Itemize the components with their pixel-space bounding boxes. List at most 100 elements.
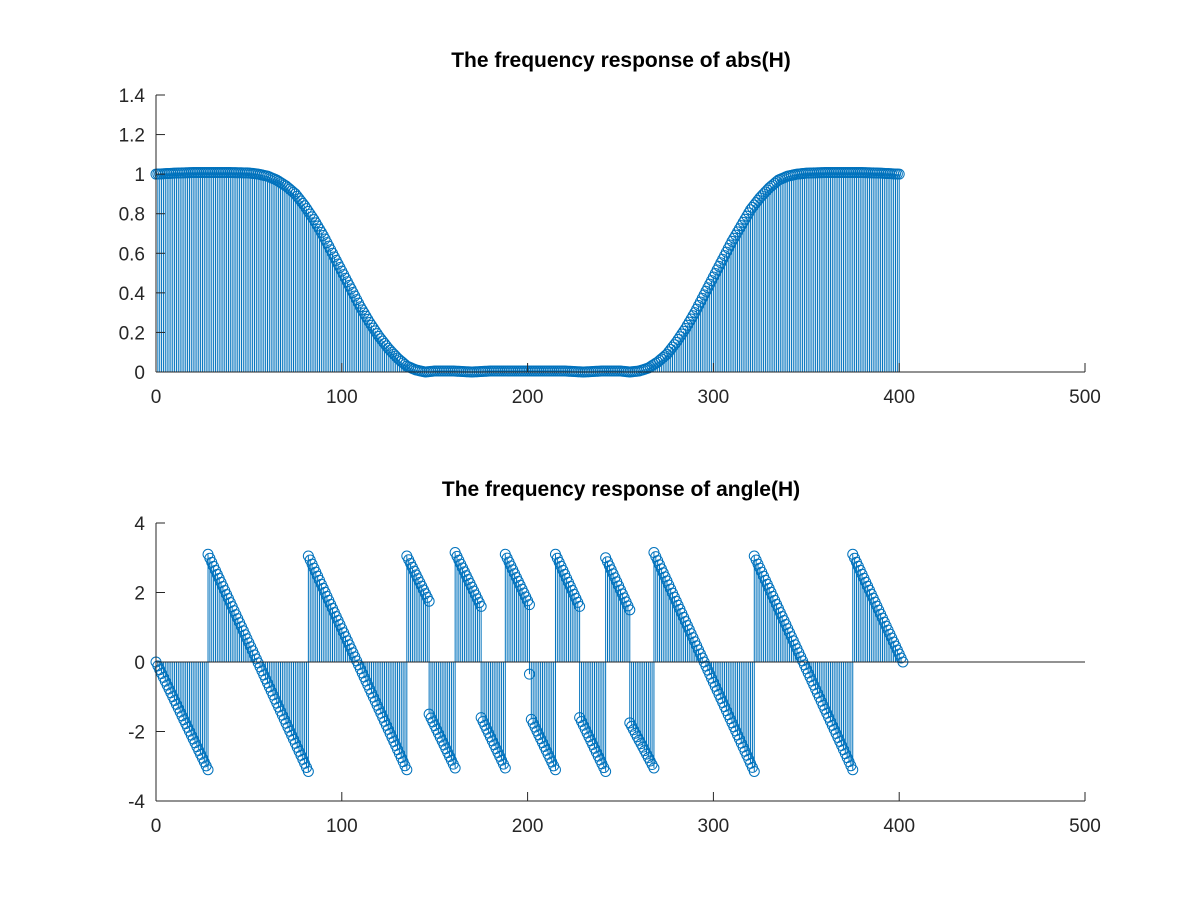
stem-marker xyxy=(670,336,682,348)
y-tick-label: 1 xyxy=(134,165,145,186)
stem-marker xyxy=(302,205,314,217)
stem-marker xyxy=(733,223,745,235)
stem-marker xyxy=(683,316,695,328)
phase-axes: 0 100 200 300 400 500 -4 -2 0 2 4 xyxy=(128,514,1101,837)
stem-marker xyxy=(847,764,859,776)
stem-marker xyxy=(300,203,312,215)
stem-marker xyxy=(741,210,753,222)
stem-marker xyxy=(657,351,669,363)
stem-marker xyxy=(367,322,379,334)
stem-marker xyxy=(523,668,535,680)
stem-marker xyxy=(314,223,326,235)
stem-marker xyxy=(499,762,511,774)
y-tick-label: 0.6 xyxy=(119,244,145,265)
stem-marker xyxy=(739,213,751,225)
magnitude-plot: The frequency response of abs(H) 0 100 200… xyxy=(119,49,1101,408)
y-tick-label: 0 xyxy=(134,363,145,384)
stem-marker xyxy=(726,235,738,247)
stem-marker xyxy=(302,765,314,777)
x-tick-label: 300 xyxy=(698,816,730,837)
stem-marker xyxy=(624,604,636,616)
stem-marker xyxy=(312,220,324,232)
stem-marker xyxy=(672,334,684,346)
x-tick-label: 0 xyxy=(151,816,162,837)
stem-marker xyxy=(475,600,487,612)
stem-marker xyxy=(574,600,586,612)
x-tick-label: 100 xyxy=(326,387,358,408)
stem-marker xyxy=(202,764,214,776)
stem-marker xyxy=(364,317,376,329)
y-tick-label: 0.4 xyxy=(119,284,146,305)
x-tick-label: 500 xyxy=(1069,816,1101,837)
stem-marker xyxy=(730,229,742,241)
stem-marker xyxy=(388,348,400,360)
magnitude-stems xyxy=(150,167,905,378)
stem-marker xyxy=(737,216,749,228)
y-tick-label: -4 xyxy=(128,792,145,813)
stem-marker xyxy=(687,310,699,322)
stem-marker xyxy=(362,313,374,325)
y-tick-label: 1.2 xyxy=(119,126,145,147)
stem-marker xyxy=(676,328,688,340)
stem-marker xyxy=(549,764,561,776)
x-tick-label: 400 xyxy=(883,816,915,837)
stem-marker xyxy=(306,211,318,223)
stem-marker xyxy=(386,346,398,358)
stem-marker xyxy=(523,599,535,611)
stem-marker xyxy=(743,207,755,219)
magnitude-plot-title: The frequency response of abs(H) xyxy=(451,49,791,72)
stem-marker xyxy=(423,595,435,607)
stem-marker xyxy=(360,310,372,322)
x-tick-label: 0 xyxy=(151,387,162,408)
stem-marker xyxy=(600,765,612,777)
stem-marker xyxy=(758,188,770,200)
stem-marker xyxy=(287,186,299,198)
stem-marker xyxy=(310,217,322,229)
y-tick-label: 0 xyxy=(134,653,145,674)
stem-marker xyxy=(893,168,905,180)
x-tick-label: 200 xyxy=(512,816,544,837)
y-tick-label: 0.2 xyxy=(119,323,145,344)
phase-plot-title: The frequency response of angle(H) xyxy=(442,478,800,501)
x-tick-label: 300 xyxy=(698,387,730,408)
stem-marker xyxy=(685,313,697,325)
stem-marker xyxy=(728,232,740,244)
y-tick-label: -2 xyxy=(128,723,145,744)
stem-marker xyxy=(278,179,290,191)
stem-marker xyxy=(678,325,690,337)
stem-marker xyxy=(650,357,662,369)
stem-marker xyxy=(299,200,311,212)
stem-marker xyxy=(659,350,671,362)
y-tick-label: 4 xyxy=(134,514,145,535)
stem-marker xyxy=(382,342,394,354)
stem-marker xyxy=(366,319,378,331)
stem-marker xyxy=(449,762,461,774)
stem-marker xyxy=(681,319,693,331)
phase-plot: The frequency response of angle(H) 0 100 2… xyxy=(128,478,1101,837)
stem-marker xyxy=(401,764,413,776)
stem-marker xyxy=(756,190,768,202)
y-tick-label: 0.8 xyxy=(119,205,145,226)
stem-marker xyxy=(384,344,396,356)
stem-marker xyxy=(748,765,760,777)
stem-marker xyxy=(648,762,660,774)
x-tick-label: 100 xyxy=(326,816,358,837)
stem-marker xyxy=(286,185,298,197)
stem-marker xyxy=(308,214,320,226)
stem-marker xyxy=(754,192,766,204)
stem-marker xyxy=(304,208,316,220)
stem-marker xyxy=(369,325,381,337)
stem-marker xyxy=(354,301,366,313)
magnitude-axes: 0 100 200 300 400 500 0 0.2 0.4 0.6 0.8 1 1.2 1.4 xyxy=(119,86,1101,408)
stem-marker xyxy=(358,307,370,319)
y-tick-label: 2 xyxy=(134,584,145,605)
x-tick-label: 200 xyxy=(512,387,544,408)
x-tick-label: 400 xyxy=(883,387,915,408)
stem-marker xyxy=(759,186,771,198)
stem-marker xyxy=(732,226,744,238)
y-tick-label: 1.4 xyxy=(119,86,146,107)
stem-marker xyxy=(674,331,686,343)
stem-marker xyxy=(356,304,368,316)
stem-marker xyxy=(315,226,327,238)
